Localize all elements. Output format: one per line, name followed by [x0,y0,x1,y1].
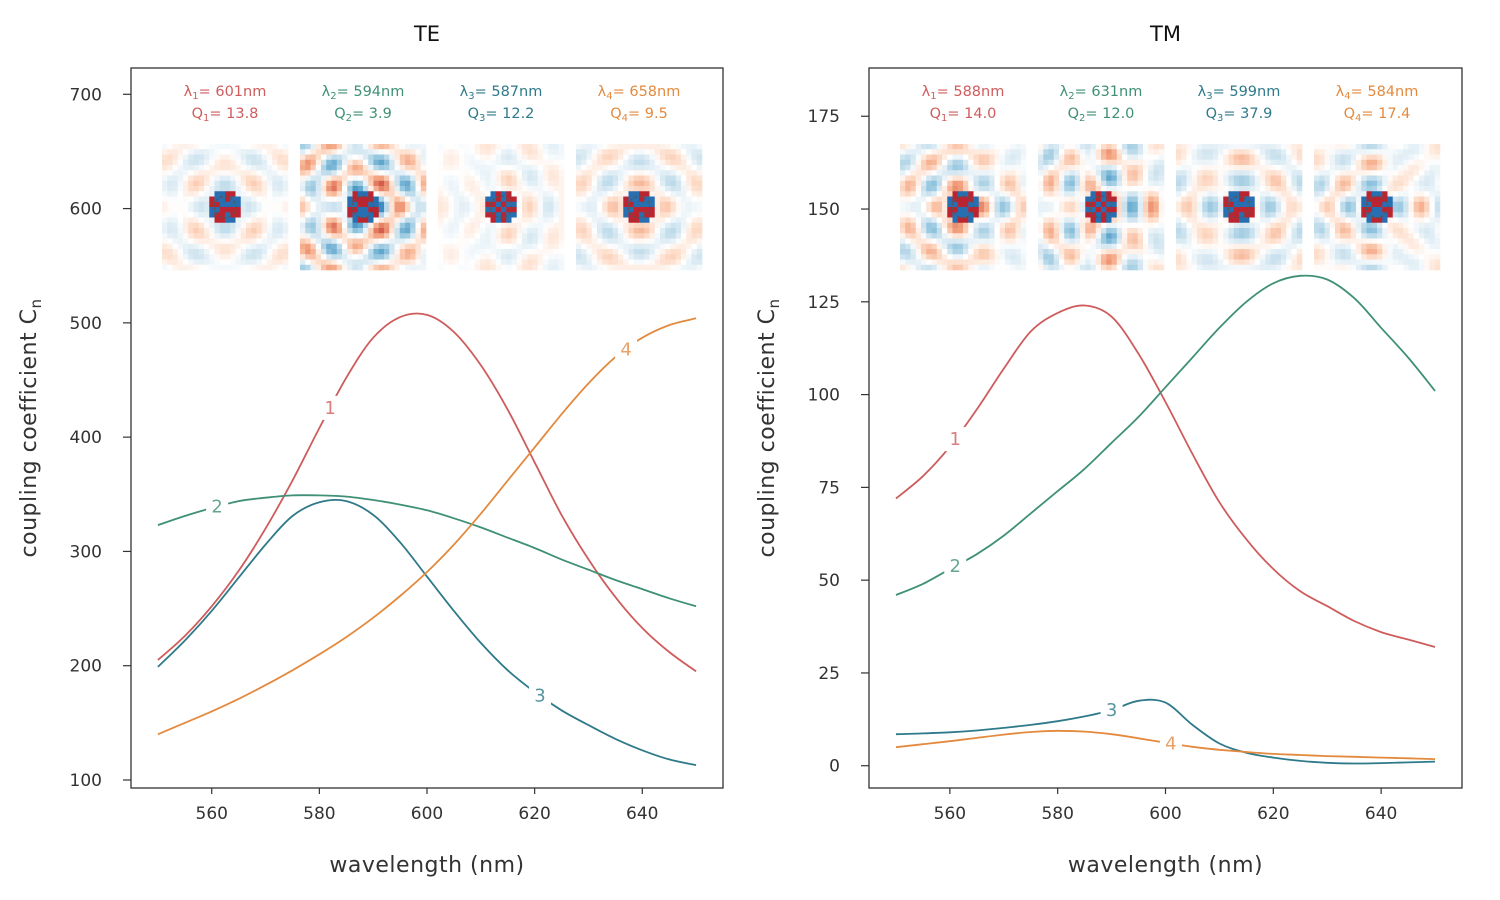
mode-wavelength: λ2= 594nm [322,84,405,102]
series-line-2 [895,274,1436,596]
series-line-1 [895,304,1436,648]
y-tick-label: 100 [808,386,840,406]
y-tick-label: 700 [70,85,102,105]
y-tick-label: 0 [829,757,840,777]
series-label-4: 4 [1165,734,1176,755]
series-label-backing [1159,731,1182,756]
mode-annotation-4: λ4= 584nm Q4= 17.4 [1336,84,1419,124]
x-tick-label: 640 [1365,804,1397,824]
mode-field-image-4 [576,144,703,271]
series-label-3: 3 [534,686,545,707]
mode-field-image-2 [1038,144,1165,271]
mode-annotation-2: λ2= 631nm Q2= 12.0 [1060,84,1143,124]
panel-title: TM [1149,22,1181,46]
mode-annotation-3: λ3= 599nm Q3= 37.9 [1198,84,1281,124]
mode-quality-factor: Q4= 17.4 [1344,106,1411,124]
series-label-3: 3 [1106,700,1117,721]
mode-field-image-3 [438,144,565,271]
mode-field-image-4 [1314,144,1441,271]
y-tick-label: 500 [70,314,102,334]
mode-quality-factor: Q2= 12.0 [1068,106,1135,124]
mode-quality-factor: Q2= 3.9 [334,106,392,124]
y-axis-label: coupling coefficient Cn [755,299,783,558]
y-axis-label: coupling coefficient Cn [17,299,45,558]
series-label-2: 2 [950,556,961,577]
y-tick-label: 125 [808,293,840,313]
mode-annotation-4: λ4= 658nm Q4= 9.5 [598,84,681,124]
mode-wavelength: λ4= 658nm [598,84,681,102]
x-axis-label: wavelength (nm) [329,853,524,878]
x-tick-label: 600 [411,804,443,824]
mode-quality-factor: Q1= 13.8 [192,106,259,124]
y-tick-label: 75 [818,478,840,498]
mode-field-image-1 [162,144,289,271]
series-label-backing [944,427,967,452]
y-tick-label: 100 [70,771,102,791]
y-tick-label: 600 [70,200,102,220]
y-axis-label-subscript: n [765,299,783,309]
series-line-2 [157,494,697,608]
y-tick-label: 175 [808,107,840,127]
mode-annotation-2: λ2= 594nm Q2= 3.9 [322,84,405,124]
mode-field-image-1 [900,144,1027,271]
mode-quality-factor: Q3= 37.9 [1206,106,1273,124]
te-panel: TE 560 580 600 620 640 100 200 300 400 500 600 700 wa… [17,22,724,878]
mode-quality-factor: Q1= 14.0 [930,106,997,124]
mode-annotation-1: λ1= 588nm Q1= 14.0 [922,84,1005,124]
series-label-backing [319,395,342,420]
mode-wavelength: λ1= 601nm [184,84,267,102]
mode-wavelength: λ3= 587nm [460,84,543,102]
y-axis-label-text: coupling coefficient C [17,309,42,558]
mode-quality-factor: Q3= 12.2 [468,106,535,124]
x-tick-label: 560 [934,804,966,824]
y-tick-label: 200 [70,657,102,677]
series-label-backing [615,337,638,362]
x-tick-label: 620 [1257,804,1289,824]
mode-field-image-3 [1176,144,1303,271]
mode-wavelength: λ3= 599nm [1198,84,1281,102]
x-tick-label: 620 [518,804,550,824]
x-tick-label: 580 [1041,804,1073,824]
mode-wavelength: λ1= 588nm [922,84,1005,102]
series-label-backing [529,683,552,708]
series-label-backing [1100,698,1123,723]
series-line-4 [157,317,697,736]
y-tick-label: 400 [70,428,102,448]
mode-annotation-3: λ3= 587nm Q3= 12.2 [460,84,543,124]
series-line-3 [895,698,1436,765]
mode-annotation-1: λ1= 601nm Q1= 13.8 [184,84,267,124]
mode-quality-factor: Q4= 9.5 [610,106,668,124]
x-tick-label: 600 [1149,804,1181,824]
y-tick-label: 25 [818,664,840,684]
series-label-1: 1 [950,429,961,450]
series-label-4: 4 [620,339,631,360]
mode-field-image-2 [300,144,427,271]
x-tick-label: 580 [303,804,335,824]
y-tick-label: 150 [808,200,840,220]
y-axis-label-subscript: n [27,299,45,309]
x-axis-label: wavelength (nm) [1068,853,1263,878]
y-axis-label-text: coupling coefficient C [755,309,780,558]
series-label-backing [944,554,967,579]
series-line-3 [157,498,697,766]
y-tick-label: 50 [818,571,840,591]
series-label-1: 1 [324,398,335,419]
mode-wavelength: λ4= 584nm [1336,84,1419,102]
mode-wavelength: λ2= 631nm [1060,84,1143,102]
y-tick-label: 300 [70,542,102,562]
series-label-backing [206,494,229,519]
panel-title: TE [413,22,440,46]
series-label-2: 2 [211,497,222,518]
x-tick-label: 640 [626,804,658,824]
series-line-1 [157,312,697,673]
x-tick-label: 560 [196,804,228,824]
tm-panel: TM 560 580 600 620 640 0 25 50 75 100 125 150 175 wave… [755,22,1463,878]
